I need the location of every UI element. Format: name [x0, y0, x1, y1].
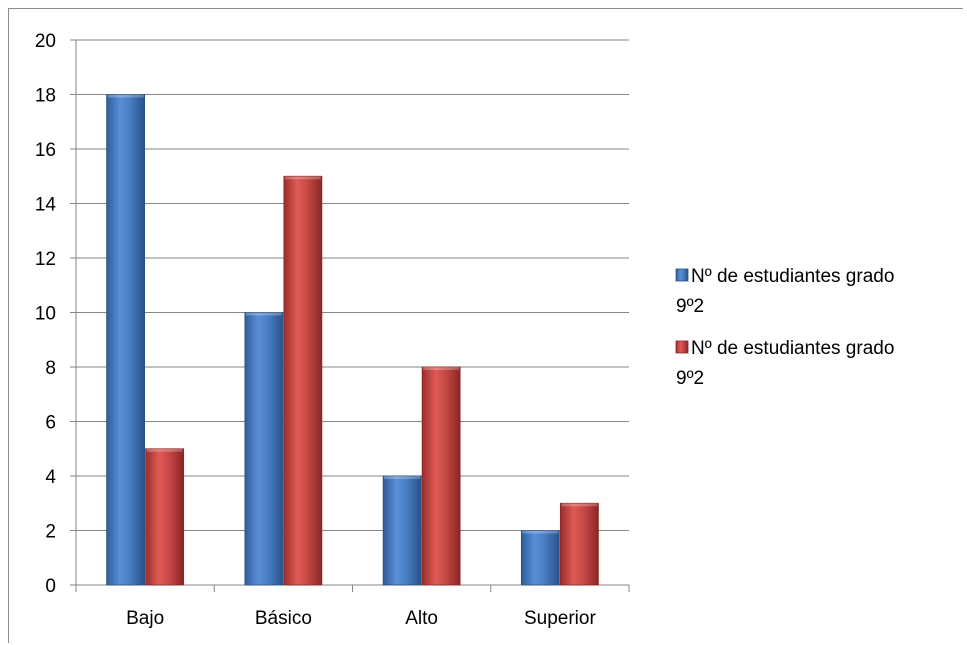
y-tick-label: 18 [35, 86, 56, 107]
bar-highlight [384, 476, 420, 479]
y-tick-label: 20 [35, 31, 56, 52]
bar [284, 176, 322, 585]
bar-highlight [423, 367, 459, 370]
legend-label: Nº de estudiantes grado [691, 338, 894, 359]
x-tick-label: Alto [405, 608, 438, 629]
y-tick-label: 4 [45, 467, 56, 488]
legend: Nº de estudiantes grado 9º2 Nº de estudian… [676, 266, 894, 389]
y-tick-label: 0 [45, 576, 56, 597]
y-tick-label: 14 [35, 195, 57, 216]
bar [383, 476, 421, 585]
bar-highlight [285, 176, 321, 179]
y-tick-labels: 0 2 4 6 8 10 12 14 16 18 20 [35, 31, 57, 597]
bar-highlight [561, 503, 597, 506]
legend-label: 9º2 [676, 296, 704, 317]
bar [245, 313, 283, 586]
bar [521, 531, 559, 586]
bar-highlight [147, 449, 183, 452]
y-tick-label: 10 [35, 304, 56, 325]
legend-swatch [676, 269, 688, 281]
bar-highlight [246, 313, 282, 316]
bar-highlight [108, 95, 144, 98]
bar [146, 449, 184, 585]
bar-highlight [522, 531, 558, 534]
y-tick-label: 2 [45, 522, 56, 543]
x-tick-label: Superior [524, 608, 596, 629]
x-tick-label: Básico [255, 608, 312, 629]
x-tick-labels: Bajo Básico Alto Superior [126, 608, 596, 629]
bar [107, 95, 145, 586]
y-tick-label: 16 [35, 140, 56, 161]
bar [422, 367, 460, 585]
y-tick-label: 12 [35, 249, 56, 270]
bars [107, 95, 599, 586]
legend-label: 9º2 [676, 368, 704, 389]
bar [560, 503, 598, 585]
legend-label: Nº de estudiantes grado [691, 266, 894, 287]
x-tick-label: Bajo [126, 608, 164, 629]
y-tick-label: 8 [45, 358, 56, 379]
y-tick-label: 6 [45, 413, 56, 434]
legend-swatch [676, 341, 688, 353]
